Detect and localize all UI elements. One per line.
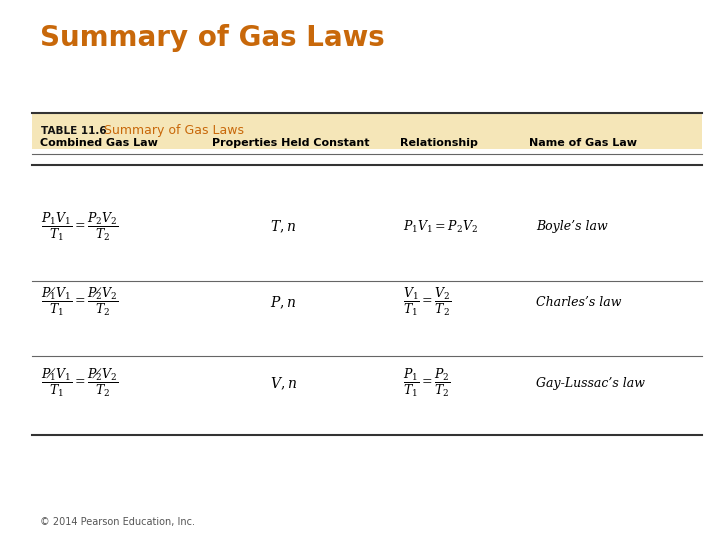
Text: Properties Held Constant: Properties Held Constant (212, 138, 370, 148)
Text: $\dfrac{P_1V_1}{T_1} = \dfrac{P_2V_2}{T_2}$: $\dfrac{P_1V_1}{T_1} = \dfrac{P_2V_2}{T_… (41, 211, 119, 243)
FancyBboxPatch shape (32, 113, 702, 148)
Text: Combined Gas Law: Combined Gas Law (40, 138, 158, 148)
Text: $P, n$: $P, n$ (270, 294, 297, 310)
Text: Gay-Lussac’s law: Gay-Lussac’s law (536, 377, 645, 390)
Text: $\dfrac{V_1}{T_1} = \dfrac{V_2}{T_2}$: $\dfrac{V_1}{T_1} = \dfrac{V_2}{T_2}$ (403, 286, 452, 319)
Text: $P_1V_1 = P_2V_2$: $P_1V_1 = P_2V_2$ (403, 219, 478, 235)
Text: TABLE 11.6: TABLE 11.6 (41, 126, 107, 136)
Text: Charles’s law: Charles’s law (536, 296, 622, 309)
Text: © 2014 Pearson Education, Inc.: © 2014 Pearson Education, Inc. (40, 516, 194, 526)
Text: Boyle’s law: Boyle’s law (536, 220, 608, 233)
Text: Name of Gas Law: Name of Gas Law (529, 138, 637, 148)
Text: $V, n$: $V, n$ (270, 375, 297, 391)
Text: $\dfrac{P_1}{T_1} = \dfrac{P_2}{T_2}$: $\dfrac{P_1}{T_1} = \dfrac{P_2}{T_2}$ (403, 367, 451, 400)
Text: $\dfrac{P_1\not{V}_1}{T_1} = \dfrac{P_2\not{V}_2}{T_2}$: $\dfrac{P_1\not{V}_1}{T_1} = \dfrac{P_2\… (41, 286, 119, 319)
Text: Summary of Gas Laws: Summary of Gas Laws (40, 24, 384, 52)
Text: $T, n$: $T, n$ (270, 219, 296, 235)
Text: Relationship: Relationship (400, 138, 477, 148)
Text: Summary of Gas Laws: Summary of Gas Laws (104, 124, 244, 137)
Text: $\dfrac{P_1\not{V}_1}{T_1} = \dfrac{P_2\not{V}_2}{T_2}$: $\dfrac{P_1\not{V}_1}{T_1} = \dfrac{P_2\… (41, 367, 119, 400)
